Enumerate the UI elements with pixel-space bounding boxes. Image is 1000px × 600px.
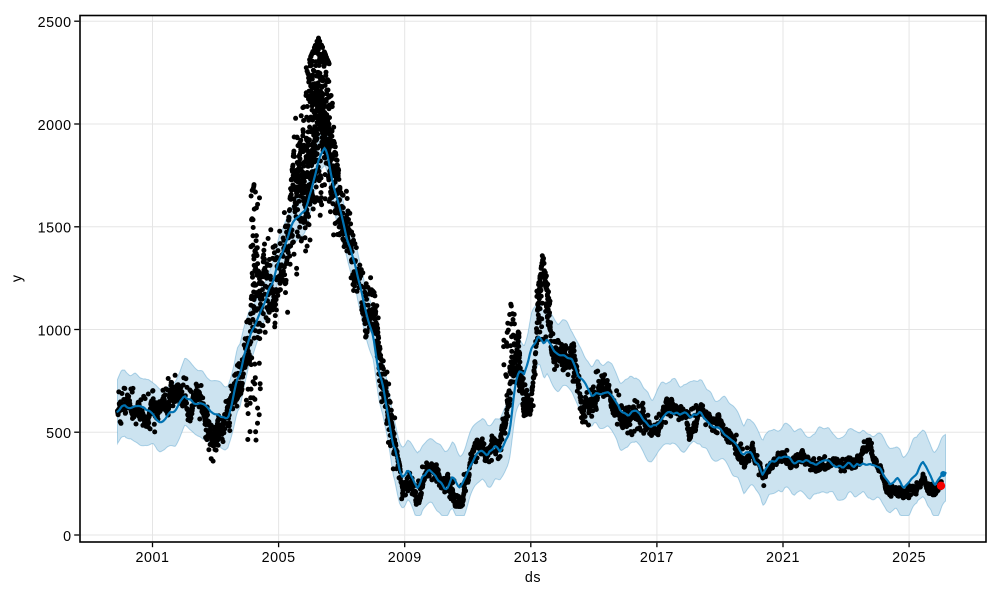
svg-text:2013: 2013 (514, 550, 548, 566)
svg-text:ds: ds (525, 570, 541, 586)
svg-text:1500: 1500 (38, 221, 72, 237)
svg-text:500: 500 (46, 426, 72, 442)
svg-text:2005: 2005 (262, 550, 296, 566)
svg-text:1000: 1000 (38, 323, 72, 339)
svg-text:2009: 2009 (388, 550, 422, 566)
svg-text:0: 0 (63, 529, 72, 545)
svg-text:2001: 2001 (135, 550, 169, 566)
svg-text:y: y (10, 274, 26, 282)
svg-text:2017: 2017 (640, 550, 674, 566)
svg-text:2021: 2021 (766, 550, 800, 566)
svg-text:2000: 2000 (38, 118, 72, 134)
svg-text:2500: 2500 (38, 15, 72, 31)
svg-text:2025: 2025 (892, 550, 926, 566)
